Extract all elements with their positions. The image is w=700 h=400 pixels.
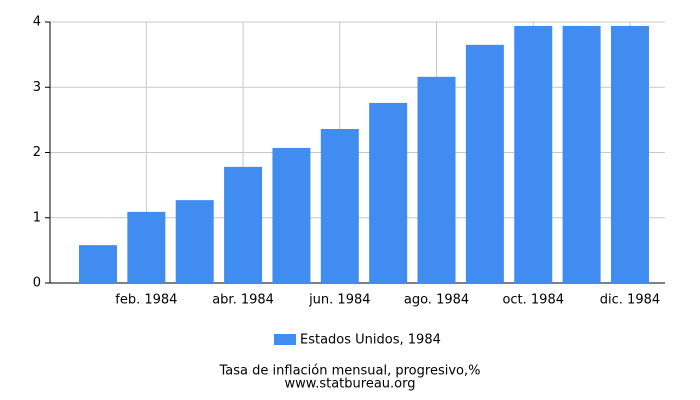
y-tick-label: 0 [33,276,41,291]
x-tick-label: oct. 1984 [502,293,564,308]
x-tick-label: abr. 1984 [212,293,274,308]
bar [465,44,504,284]
bar [127,211,166,283]
legend-label: Estados Unidos, 1984 [300,333,441,348]
y-tick-label: 2 [33,145,41,160]
bar [320,129,359,283]
legend-swatch [274,334,296,345]
bar [175,200,214,283]
bar [514,25,553,283]
chart-source: www.statbureau.org [285,377,416,392]
bar [562,25,601,283]
y-tick-label: 3 [33,80,41,95]
chart-title: Tasa de inflación mensual, progresivo,% [219,364,481,379]
bar [224,166,263,283]
y-tick-label: 1 [33,210,41,225]
x-tick-label: jun. 1984 [308,293,370,308]
bar [610,25,649,283]
x-tick-label: feb. 1984 [115,293,177,308]
x-tick-label: ago. 1984 [404,293,469,308]
bar [272,147,311,283]
bar [369,102,408,283]
bar [417,76,456,283]
bar [79,245,117,283]
y-tick-label: 4 [33,15,41,30]
x-tick-label: dic. 1984 [600,293,660,308]
